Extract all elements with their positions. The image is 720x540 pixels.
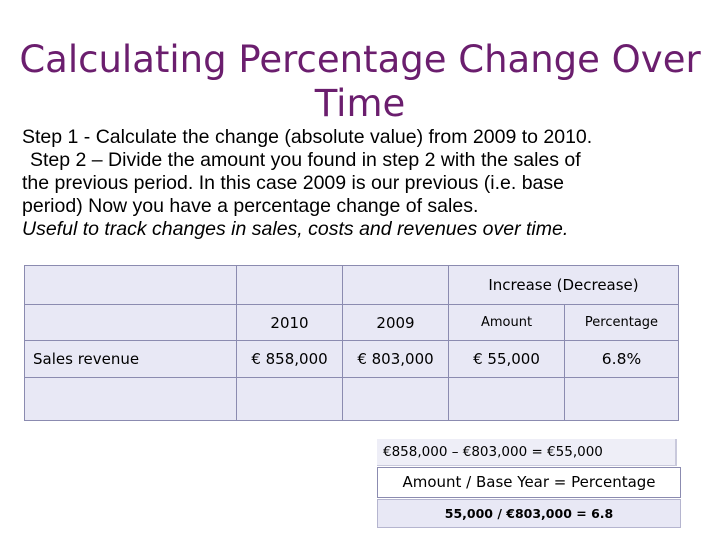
instructions: Step 1 - Calculate the change (absolute … [22,126,702,241]
difference-formula: €858,000 – €803,000 = €55,000 [377,439,677,466]
table-cell-empty [24,264,237,306]
table-cell-empty [564,376,679,422]
table-cell-empty [342,264,449,306]
table-row: Sales revenue € 858,000 € 803,000 € 55,0… [24,340,679,378]
sales-table: Increase (Decrease) 2010 2009 Amount Per… [24,264,679,422]
table-cell-empty [342,376,449,422]
table-cell-empty [236,264,343,306]
result-formula: 55,000 / €803,000 = 6.8 [377,499,681,528]
percentage-rule: Amount / Base Year = Percentage [377,467,681,498]
step-2-text-cont: the previous period. In this case 2009 i… [22,172,564,194]
table-row: Increase (Decrease) [24,264,679,306]
step-1-text: Step 1 - Calculate the change (absolute … [22,126,593,148]
useful-note: Useful to track changes in sales, costs … [22,218,569,240]
col-header-2010: 2010 [236,304,343,342]
col-header-2009: 2009 [342,304,449,342]
table-row [24,376,679,422]
table-cell-empty [24,304,237,342]
table-cell-empty [236,376,343,422]
table-row: 2010 2009 Amount Percentage [24,304,679,342]
value-percentage: 6.8% [564,340,679,378]
table-cell-empty [24,376,237,422]
step-2-text-cont-2: period) Now you have a percentage change… [22,195,479,217]
page-title: Calculating Percentage Change Over Time [19,38,701,125]
step-2-text: Step 2 – Divide the amount you found in … [30,149,581,171]
value-2009: € 803,000 [342,340,449,378]
col-header-percentage: Percentage [564,304,679,342]
row-label-sales-revenue: Sales revenue [24,340,237,378]
group-header-increase-decrease: Increase (Decrease) [448,264,679,306]
col-header-amount: Amount [448,304,565,342]
value-2010: € 858,000 [236,340,343,378]
table-cell-empty [448,376,565,422]
value-amount: € 55,000 [448,340,565,378]
